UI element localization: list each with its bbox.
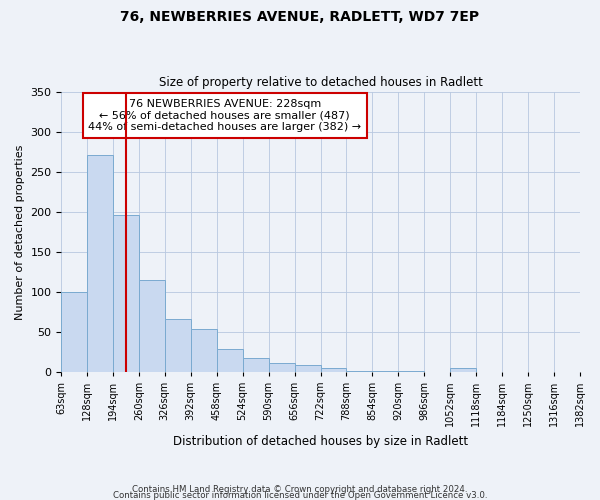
Y-axis label: Number of detached properties: Number of detached properties xyxy=(15,144,25,320)
Text: Contains HM Land Registry data © Crown copyright and database right 2024.: Contains HM Land Registry data © Crown c… xyxy=(132,484,468,494)
Bar xyxy=(61,292,87,372)
Text: 76 NEWBERRIES AVENUE: 228sqm
← 56% of detached houses are smaller (487)
44% of s: 76 NEWBERRIES AVENUE: 228sqm ← 56% of de… xyxy=(88,99,361,132)
Bar xyxy=(320,368,346,372)
X-axis label: Distribution of detached houses by size in Radlett: Distribution of detached houses by size … xyxy=(173,434,468,448)
Bar xyxy=(113,215,139,372)
Bar xyxy=(373,371,398,372)
Text: Contains public sector information licensed under the Open Government Licence v3: Contains public sector information licen… xyxy=(113,490,487,500)
Bar xyxy=(346,371,373,372)
Bar xyxy=(191,328,217,372)
Bar xyxy=(87,155,113,372)
Text: 76, NEWBERRIES AVENUE, RADLETT, WD7 7EP: 76, NEWBERRIES AVENUE, RADLETT, WD7 7EP xyxy=(121,10,479,24)
Bar xyxy=(139,280,165,372)
Bar xyxy=(242,358,269,372)
Bar xyxy=(398,371,424,372)
Bar xyxy=(217,350,242,372)
Title: Size of property relative to detached houses in Radlett: Size of property relative to detached ho… xyxy=(159,76,482,90)
Bar xyxy=(165,319,191,372)
Bar xyxy=(450,368,476,372)
Bar xyxy=(295,365,320,372)
Bar xyxy=(269,363,295,372)
